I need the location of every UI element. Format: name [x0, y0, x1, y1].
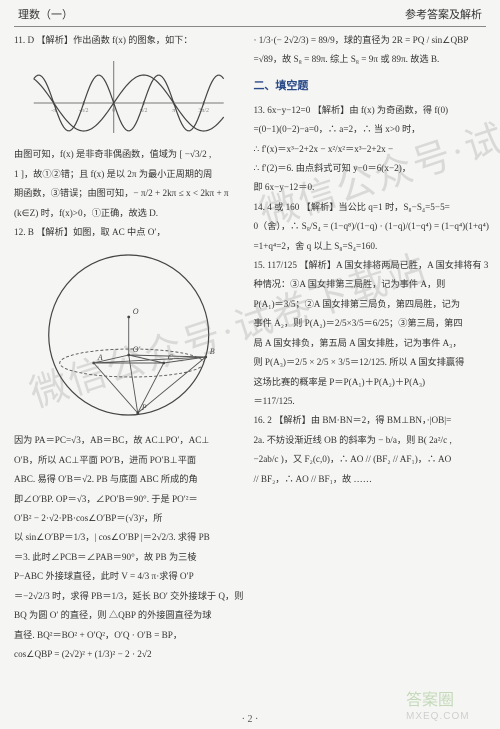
q11-p3: 期函数，③错误；由图可知，− π/2 + 2kπ ≤ x < 2kπ + π: [14, 184, 243, 202]
q12-line: 直径. BQ²＝BO² + O′Q²，O′Q · O′B = BP，: [14, 626, 243, 644]
text: [ −√3/2 ,: [179, 149, 211, 159]
q12-line: 即∠O′BP. OP＝√3，∠PO′B＝90°. 于是 PO′²＝: [14, 490, 243, 508]
corner-line2: MXEQ.COM: [406, 711, 470, 722]
svg-text:O′: O′: [133, 345, 141, 354]
svg-text:P: P: [141, 403, 147, 412]
svg-text:O: O: [133, 307, 139, 316]
text: 期函数，③错误；由图可知，−: [14, 188, 139, 198]
q12-head: 12. B 【解析】如图，取 AC 中点 O′，: [14, 223, 243, 241]
q16-line: 2a. 不妨设渐近线 OB 的斜率为 − b/a，则 B( 2a²/c ,: [253, 431, 489, 449]
q14-line: =1+q⁴=2，舍 q 以上 S₈=S₄=160.: [253, 237, 489, 255]
q12-body: 因为 PA＝PC=√3，AB＝BC，故 AC⊥PO′，AC⊥ O′B，所以 AC⊥…: [14, 431, 243, 663]
svg-text:0: 0: [112, 108, 115, 114]
q15-line: P(A₁)＝3/5；②A 国女排第三局负，第四局胜，记为: [253, 295, 489, 313]
section-2-title: 二、填空题: [253, 75, 489, 97]
right-column: · 1/3·(− 2√2/3) = 89/9，球的直径为 2R = PQ / s…: [253, 31, 489, 691]
q12-line: O′B，所以 AC⊥平面 PO′B，进而 PO′B⊥平面: [14, 451, 243, 469]
text: π/2: [141, 188, 153, 198]
q13-line: 13. 6x−y−12=0 【解析】由 f(x) 为奇函数，得 f(0): [253, 101, 489, 119]
q16-line: // BF₂，∴ AO // BF₁，故 ……: [253, 470, 489, 488]
q13-line: ∴ f′(2)＝6. 由点斜式可知 y−0＝6(x−2)，: [253, 159, 489, 177]
right-top: · 1/3·(− 2√2/3) = 89/9，球的直径为 2R = PQ / s…: [253, 31, 489, 69]
page-header: 理数（一） 参考答案及解析: [0, 0, 500, 26]
q12-line: ABC. 易得 O′B＝√2. PB 与底面 ABC 所成的角: [14, 470, 243, 488]
q11-p4: (k∈Z) 时，f(x)>0，①正确，故选 D.: [14, 204, 243, 222]
q12-line: ＝−2√2/3 时，求得 PB＝1/3，延长 BO′ 交外接球于 Q，则: [14, 587, 243, 605]
q16-line: 16. 2 【解析】由 BM·BN＝2，得 BM⊥BN，·|OB|=: [253, 411, 489, 429]
q12-circle-figure: O O′ A C B P: [14, 245, 243, 425]
header-right: 参考答案及解析: [405, 6, 482, 22]
q13-line: 即 6x−y−12＝0.: [253, 178, 489, 196]
header-rule: [14, 26, 486, 27]
svg-text:B: B: [210, 347, 215, 356]
q15-line: ＝117/125.: [253, 392, 489, 410]
q12-line: 以 sin∠O′BP＝1/3，| cos∠O′BP |＝2√2/3. 求得 PB: [14, 528, 243, 546]
q11-wave-figure: -π-π/20π/2π3π/2: [14, 53, 243, 139]
q12-line: ＝3. 此时∠PCB＝∠PAB＝90°，故 PB 为三棱: [14, 548, 243, 566]
q12-line: cos∠QBP = (2√2)² + (1/3)² − 2 · 2√2: [14, 645, 243, 663]
q15: 15. 117/125 【解析】A 国女排将两局已胜，A 国女排将有 3种情况：…: [253, 256, 489, 410]
text: 由图可知，f(x) 是非奇非偶函数，值域为: [14, 149, 177, 159]
q11-p1: 由图可知，f(x) 是非奇非偶函数，值域为 [ −√3/2 ,: [14, 145, 243, 163]
q11-p2: 1 ]，故①②错；且 f(x) 是以 2π 为最小正周期的周: [14, 165, 243, 183]
q13-line: ∴ f′(x)＝x³−2+2x − x²/x²＝x³−2+2x −: [253, 140, 489, 158]
text: + 2kπ ≤ x < 2kπ + π: [155, 188, 229, 198]
right-top-line: =√89，故 S₈ = 89π. 综上 S₈ = 9π 或 89π. 故选 B.: [253, 50, 489, 68]
q14-line: 0（舍），∴ S₈/S₄ = (1−q⁸)/(1−q) · (1−q)/(1−q…: [253, 217, 489, 235]
page: 理数（一） 参考答案及解析 11. D 【解析】作出函数 f(x) 的图象，如下…: [0, 0, 500, 729]
q15-line: 种情况：③A 国女排第三局胜，记为事件 A，则: [253, 275, 489, 293]
q13: 13. 6x−y−12=0 【解析】由 f(x) 为奇函数，得 f(0)=(0−…: [253, 101, 489, 197]
corner-line1: 答案圈: [406, 691, 454, 709]
right-top-line: · 1/3·(− 2√2/3) = 89/9，球的直径为 2R = PQ / s…: [253, 31, 489, 49]
q16-line: −2ab/c )，又 F₂(c,0)，∴ AO // (BF₂ // AF₁)，…: [253, 450, 489, 468]
q14-line: 14. 4 或 160 【解析】当公比 q=1 时，S₈−S₄=5−5=: [253, 198, 489, 216]
svg-text:A: A: [97, 353, 103, 362]
svg-text:π: π: [172, 108, 175, 114]
q12-line: O′B² − 2·√2·PB·cos∠O′BP＝(√3)²，所: [14, 509, 243, 527]
q14: 14. 4 或 160 【解析】当公比 q=1 时，S₈−S₄=5−5=0（舍）…: [253, 198, 489, 255]
q15-line: 则 P(A₃)＝2/5 × 2/5 × 3/5＝12/125. 所以 A 国女排…: [253, 353, 489, 371]
q12-line: P−ABC 外接球直径，此时 V = 4/3 π·求得 O′P: [14, 567, 243, 585]
svg-text:C: C: [168, 353, 174, 362]
q13-line: =(0−1)(0−2)−a=0，∴ a=2，∴ 当 x>0 时，: [253, 120, 489, 138]
columns: 11. D 【解析】作出函数 f(x) 的图象，如下： -π-π/20π/2π3…: [0, 31, 500, 691]
corner-watermark: 答案圈 MXEQ.COM: [406, 689, 494, 723]
q15-line: 这场比赛的概率是 P＝P(A₁)＋P(A₂)＋P(A₃): [253, 373, 489, 391]
left-column: 11. D 【解析】作出函数 f(x) 的图象，如下： -π-π/20π/2π3…: [14, 31, 243, 691]
q11-head: 11. D 【解析】作出函数 f(x) 的图象，如下：: [14, 31, 243, 49]
q12-line: BQ 为圆 O′ 的直径，则 △QBP 的外接圆直径为球: [14, 606, 243, 624]
q12-line: 因为 PA＝PC=√3，AB＝BC，故 AC⊥PO′，AC⊥: [14, 431, 243, 449]
q15-line: 15. 117/125 【解析】A 国女排将两局已胜，A 国女排将有 3: [253, 256, 489, 274]
q16: 16. 2 【解析】由 BM·BN＝2，得 BM⊥BN，·|OB|= 2a. 不妨…: [253, 411, 489, 488]
header-left: 理数（一）: [18, 6, 73, 22]
q15-line: 事件 A₂，则 P(A₂)＝2/5×3/5＝6/25；③第三局，第四: [253, 314, 489, 332]
q15-line: 局 A 国女排负，第五局 A 国女排胜，记为事件 A₃，: [253, 334, 489, 352]
